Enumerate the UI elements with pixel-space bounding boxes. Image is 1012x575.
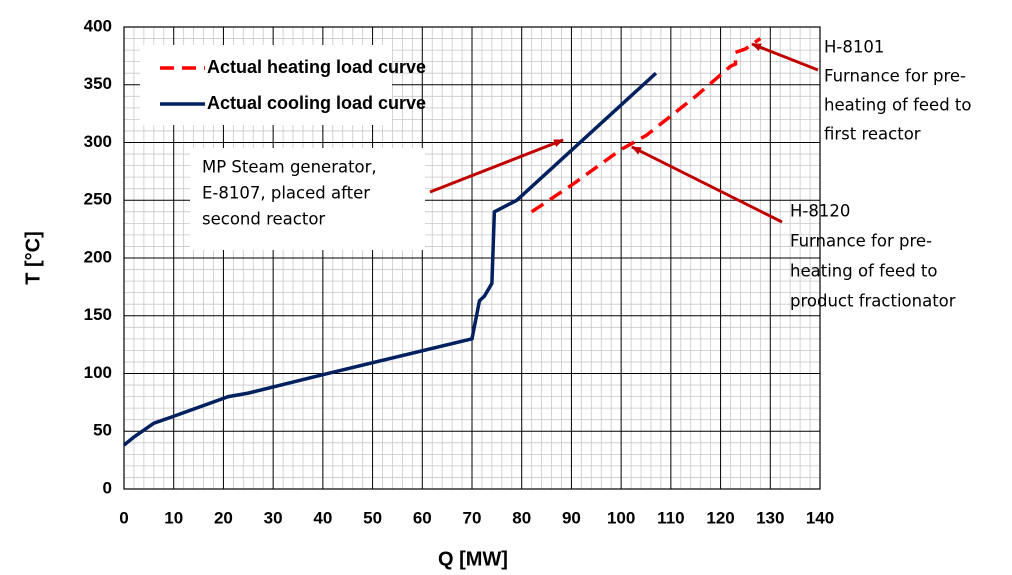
x-tick-label: 130 <box>756 508 784 527</box>
annotation-text: Furnance for pre- <box>790 232 932 251</box>
y-tick-label: 150 <box>84 305 112 324</box>
y-axis-label: T [°C] <box>22 231 44 285</box>
data-line <box>122 71 658 447</box>
annotation-text: product fractionator <box>790 292 956 311</box>
y-tick-label: 400 <box>84 16 112 35</box>
x-tick-label: 30 <box>264 508 283 527</box>
x-tick-label: 10 <box>164 508 183 527</box>
x-tick-label: 110 <box>657 508 684 527</box>
annotation-text: E-8107, placed after <box>202 184 370 203</box>
annotation-text: H-8120 <box>790 202 850 221</box>
annotation-arrow <box>751 42 819 72</box>
x-tick-label: 100 <box>607 508 635 527</box>
x-tick-label: 40 <box>313 508 332 527</box>
legend-label: Actual heating load curve <box>207 57 426 77</box>
y-tick-label: 200 <box>84 247 112 266</box>
x-axis-label: Q [MW] <box>438 548 508 570</box>
annotation-text: second reactor <box>202 210 325 229</box>
plot-border <box>123 26 821 490</box>
y-tick-label: 350 <box>84 74 112 93</box>
annotation-arrow <box>631 145 783 224</box>
y-tick-label: 250 <box>84 190 112 209</box>
x-tick-label: 50 <box>363 508 382 527</box>
x-tick-label: 0 <box>119 508 128 527</box>
legend-box <box>140 45 392 125</box>
legend-label: Actual cooling load curve <box>207 93 426 113</box>
annotation-box <box>190 148 425 250</box>
y-tick-label: 50 <box>93 421 112 440</box>
y-tick-label: 100 <box>84 363 112 382</box>
y-tick-label: 0 <box>103 478 112 497</box>
x-tick-label: 20 <box>214 508 233 527</box>
x-tick-label: 120 <box>706 508 734 527</box>
annotation-text: H-8101 <box>824 38 884 57</box>
x-tick-label: 60 <box>413 508 432 527</box>
x-tick-label: 140 <box>806 508 834 527</box>
annotation-text: Furnance for pre- <box>824 67 966 86</box>
annotation-text: MP Steam generator, <box>202 158 377 177</box>
data-line <box>530 37 762 214</box>
annotation-text: first reactor <box>824 125 921 144</box>
annotation-text: heating of feed to <box>824 96 972 115</box>
y-tick-label: 300 <box>84 132 112 151</box>
x-tick-label: 80 <box>512 508 531 527</box>
x-tick-label: 70 <box>463 508 482 527</box>
annotation-text: heating of feed to <box>790 262 938 281</box>
annotation-arrow <box>429 138 564 194</box>
x-tick-label: 90 <box>562 508 581 527</box>
